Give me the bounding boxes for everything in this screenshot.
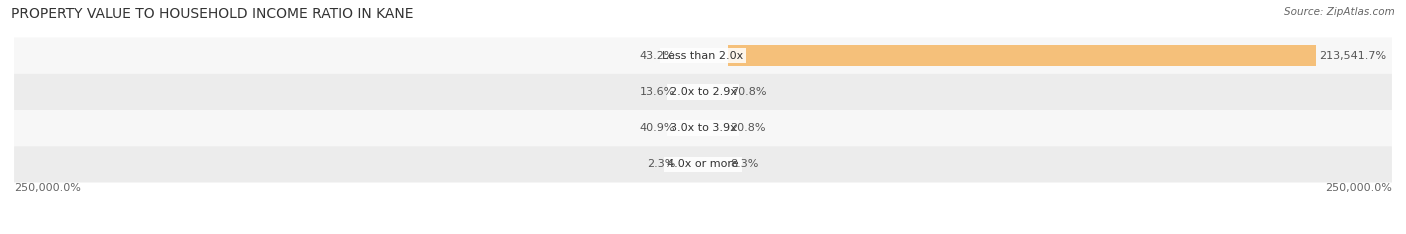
Text: Less than 2.0x: Less than 2.0x [662,51,744,61]
Text: 40.9%: 40.9% [640,123,675,133]
Text: 20.8%: 20.8% [731,123,766,133]
Legend: Without Mortgage, With Mortgage: Without Mortgage, With Mortgage [582,233,824,234]
Text: 43.2%: 43.2% [640,51,675,61]
Text: 3.0x to 3.9x: 3.0x to 3.9x [669,123,737,133]
Text: 2.0x to 2.9x: 2.0x to 2.9x [669,87,737,97]
Text: 8.3%: 8.3% [731,159,759,169]
Bar [728,45,1316,66]
FancyBboxPatch shape [14,110,1392,146]
FancyBboxPatch shape [14,37,1392,74]
Text: 250,000.0%: 250,000.0% [1324,183,1392,193]
FancyBboxPatch shape [14,74,1392,110]
Text: 4.0x or more: 4.0x or more [668,159,738,169]
FancyBboxPatch shape [14,146,1392,183]
Text: 250,000.0%: 250,000.0% [14,183,82,193]
Text: 70.8%: 70.8% [731,87,766,97]
Text: 213,541.7%: 213,541.7% [1319,51,1386,61]
Text: 2.3%: 2.3% [647,159,675,169]
Text: PROPERTY VALUE TO HOUSEHOLD INCOME RATIO IN KANE: PROPERTY VALUE TO HOUSEHOLD INCOME RATIO… [11,7,413,21]
Text: 13.6%: 13.6% [640,87,675,97]
Text: Source: ZipAtlas.com: Source: ZipAtlas.com [1284,7,1395,17]
